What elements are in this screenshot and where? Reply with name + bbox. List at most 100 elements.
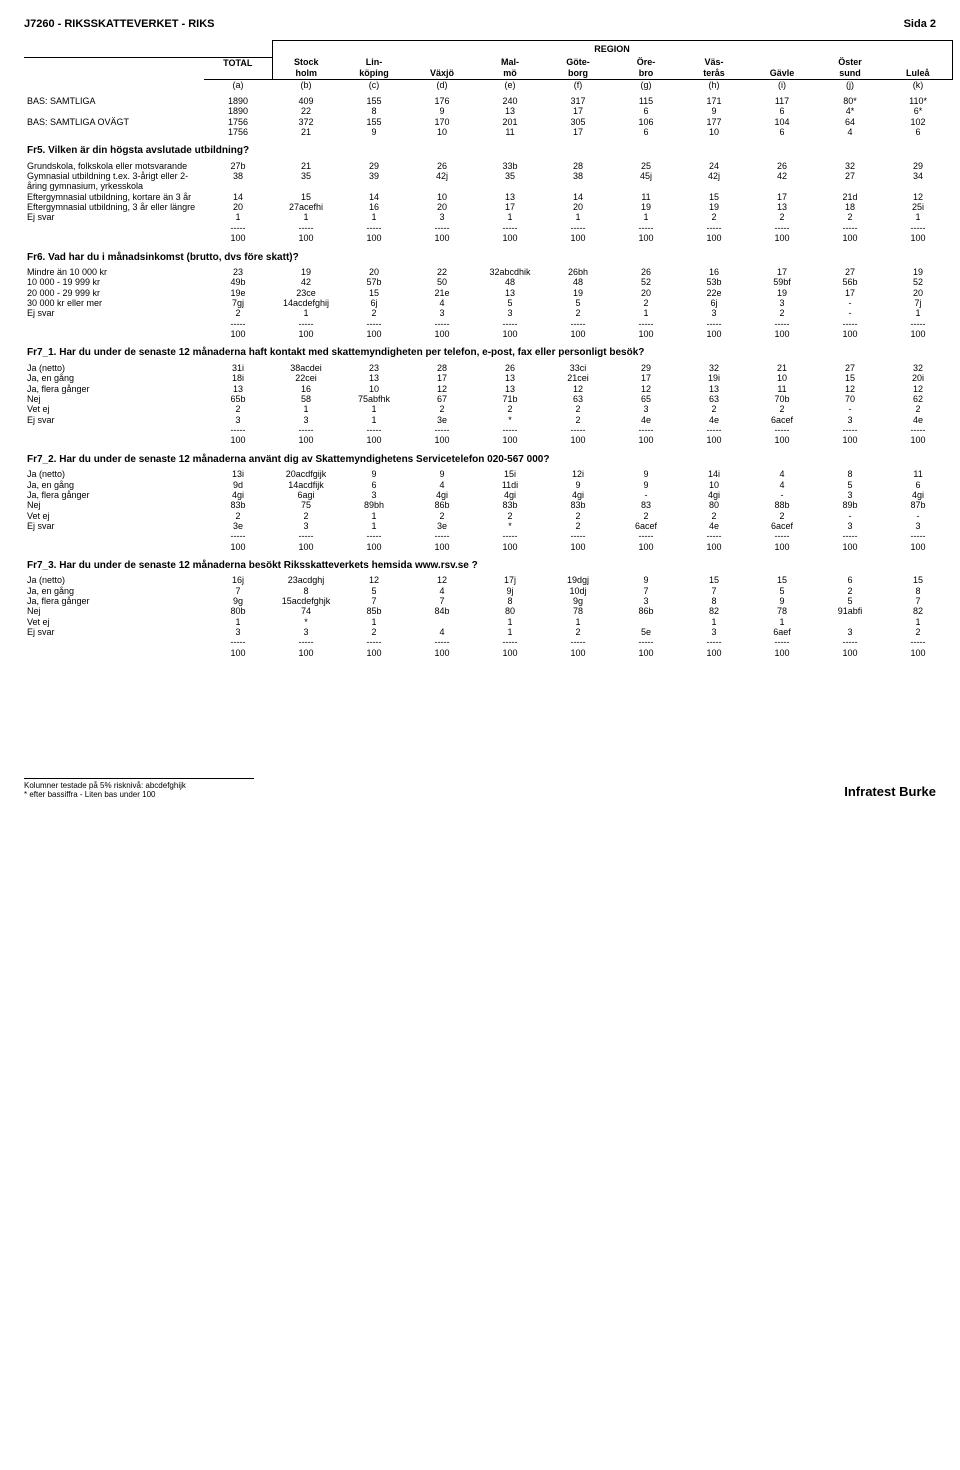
- cell: 29: [884, 161, 952, 171]
- cell: -: [884, 511, 952, 521]
- cell: 1890: [204, 96, 272, 106]
- cell: 27: [816, 267, 884, 277]
- cell: 84b: [408, 606, 476, 616]
- table-row: 1890228913176964*6*: [24, 106, 952, 116]
- table-row: Ja (netto)13i20acdfgijk9915i12i914i4811: [24, 469, 952, 479]
- cell: 3: [272, 521, 340, 531]
- row-label: Ja, en gång: [24, 586, 204, 596]
- cell: 2: [612, 298, 680, 308]
- cell: 1: [544, 212, 612, 222]
- cell: 6acef: [748, 521, 816, 531]
- cell: 100: [748, 435, 816, 445]
- cell: 21: [272, 161, 340, 171]
- cell: 6*: [884, 106, 952, 116]
- table-row: Nej80b7485b84b807886b827891abfi82: [24, 606, 952, 616]
- cell: 7: [340, 596, 408, 606]
- cell: 100: [816, 435, 884, 445]
- cell: 87b: [884, 500, 952, 510]
- cell: 80: [476, 606, 544, 616]
- cell: 100: [204, 648, 272, 658]
- cell: 32: [816, 161, 884, 171]
- cell: 100: [612, 435, 680, 445]
- cell: 42j: [680, 171, 748, 192]
- cell: 100: [816, 542, 884, 552]
- cell: 45j: [612, 171, 680, 192]
- table-row: Ja, en gång9d14acdfijk6411di9910456: [24, 480, 952, 490]
- cell: 4: [408, 627, 476, 637]
- cell: 14acdefghij: [272, 298, 340, 308]
- cell: -: [816, 298, 884, 308]
- row-label: [24, 648, 204, 658]
- table-row: Ej svar212332132-1: [24, 308, 952, 318]
- cell: 100: [884, 233, 952, 243]
- cell: 12: [408, 575, 476, 585]
- cell: 3e: [204, 521, 272, 531]
- cell: 74: [272, 606, 340, 616]
- cell: 1: [272, 308, 340, 318]
- row-label: Nej: [24, 606, 204, 616]
- cell: 16j: [204, 575, 272, 585]
- cell: 100: [680, 233, 748, 243]
- row-label: Ej svar: [24, 308, 204, 318]
- row-label: Ja, flera gånger: [24, 490, 204, 500]
- cell: 100: [748, 329, 816, 339]
- table-row: 100100100100100100100100100100100: [24, 542, 952, 552]
- cell: 80b: [204, 606, 272, 616]
- cell: 3: [612, 404, 680, 414]
- cell: 9: [408, 469, 476, 479]
- cell: 176: [408, 96, 476, 106]
- cell: 10: [408, 192, 476, 202]
- cell: 21: [272, 127, 340, 137]
- cell: 1: [884, 212, 952, 222]
- cell: 4gi: [884, 490, 952, 500]
- cell: 100: [476, 233, 544, 243]
- cell: 9: [680, 106, 748, 116]
- cell: 11: [476, 127, 544, 137]
- table-row: Ej svar3324125e36aef32: [24, 627, 952, 637]
- cell: 100: [816, 329, 884, 339]
- page-header: J7260 - RIKSSKATTEVERKET - RIKS Sida 2: [24, 18, 936, 30]
- cell: 59bf: [748, 277, 816, 287]
- cell: 26bh: [544, 267, 612, 277]
- row-label: Ja (netto): [24, 363, 204, 373]
- cell: 12: [884, 192, 952, 202]
- cell: 3: [884, 521, 952, 531]
- row-label: Vet ej: [24, 617, 204, 627]
- cell: 33ci: [544, 363, 612, 373]
- cell: 6: [748, 127, 816, 137]
- table-row: Eftergymnasial utbildning, kortare än 3 …: [24, 192, 952, 202]
- cell: 9: [612, 575, 680, 585]
- row-label: Grundskola, folkskola eller motsvarande: [24, 161, 204, 171]
- cell: 78: [544, 606, 612, 616]
- cell: 86b: [408, 500, 476, 510]
- col-headers-top: TOTAL Stock Lin- Mal- Göte- Öre- Väs- Ös…: [24, 57, 952, 68]
- title-right: Sida 2: [904, 18, 936, 30]
- cell: 1: [340, 415, 408, 425]
- cell: 20: [204, 202, 272, 212]
- cell: -: [816, 511, 884, 521]
- main-table: REGION TOTAL Stock Lin- Mal- Göte- Öre- …: [24, 40, 953, 658]
- cell: 65b: [204, 394, 272, 404]
- cell: 2: [612, 511, 680, 521]
- table-row: Ja, flera gånger4gi6agi34gi4gi4gi-4gi-34…: [24, 490, 952, 500]
- cell: 2: [408, 404, 476, 414]
- row-label: Nej: [24, 500, 204, 510]
- cell: 3: [340, 490, 408, 500]
- cell: 13: [748, 202, 816, 212]
- cell: 100: [408, 542, 476, 552]
- cell: 2: [816, 212, 884, 222]
- cell: 100: [748, 233, 816, 243]
- cell: 17: [748, 192, 816, 202]
- cell: 29: [612, 363, 680, 373]
- cell: 58: [272, 394, 340, 404]
- cell: 104: [748, 117, 816, 127]
- cell: 42j: [408, 171, 476, 192]
- cell: 16: [340, 202, 408, 212]
- cell: 3: [204, 627, 272, 637]
- cell: 9g: [204, 596, 272, 606]
- cell: 7: [884, 596, 952, 606]
- cell: 19: [884, 267, 952, 277]
- cell: 100: [476, 542, 544, 552]
- section-title: Fr7_2. Har du under de senaste 12 månade…: [24, 446, 952, 470]
- cell: 19: [544, 288, 612, 298]
